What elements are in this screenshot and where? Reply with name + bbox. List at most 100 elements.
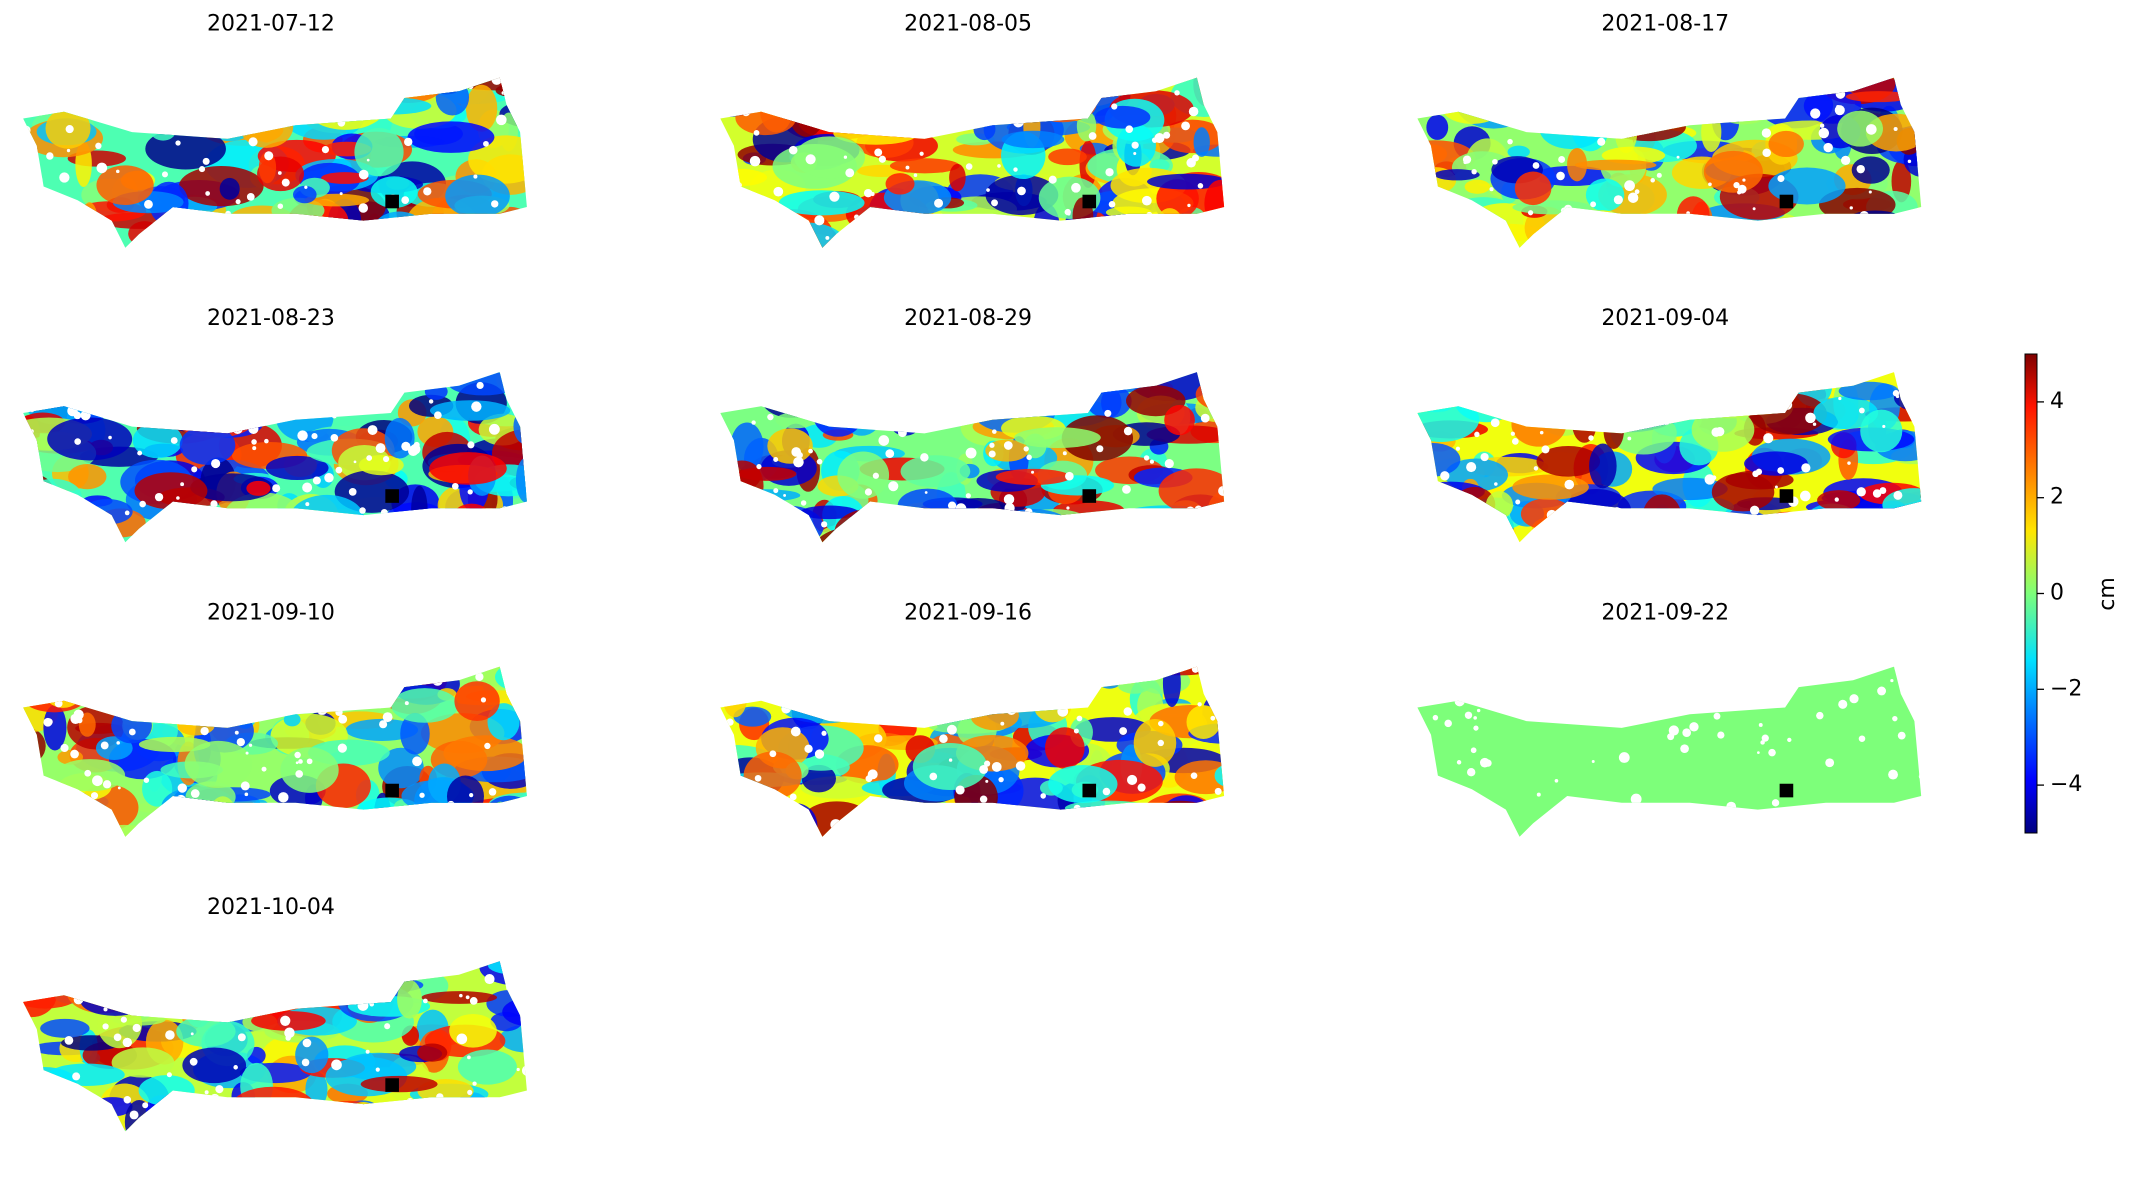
map-gap [1111,103,1118,110]
colorbar-body [2024,353,2038,834]
map-patch [179,425,236,465]
map-patch [794,136,865,179]
map-gap [1879,487,1887,494]
map-patch [39,1102,110,1132]
colorbar-tick-label: 0 [2050,581,2064,606]
map-gap [878,155,886,163]
map-patch [914,826,949,837]
map-patch [1803,503,1861,543]
map-gap [1096,445,1104,453]
panel-title: 2021-08-05 [904,12,1032,37]
map-patch [1133,718,1177,767]
map-patch [1087,372,1152,381]
map-gap [52,1126,57,1131]
map-patch [513,408,527,445]
map-gap [244,969,250,975]
map-gap [860,697,869,705]
map-gap [202,157,210,165]
map-patch [887,372,972,405]
map-gap [1503,390,1513,399]
map-gap [1726,686,1732,692]
map-gap [55,838,65,848]
map-gap [773,186,784,197]
map-gap [142,1102,149,1109]
map-gap [1088,132,1097,140]
map-patch [1581,87,1608,123]
map-patch [1607,516,1671,543]
map-patch [731,207,762,226]
map-gap [1419,442,1423,446]
map-gap [975,835,981,837]
map-gap [491,200,499,208]
map-gap [198,699,209,709]
map-patch [429,400,511,421]
map-gap [1197,183,1204,189]
map-patch [372,223,417,244]
map-patch [27,527,70,543]
map-gap [1062,451,1067,456]
map-gap [1624,180,1635,192]
map-patch [240,1062,273,1110]
map-gap [1466,462,1477,473]
map-gap [1006,704,1017,715]
map-gap [246,192,255,201]
map-patch [1520,498,1573,530]
map-patch [1882,488,1922,522]
map-patch [269,829,348,837]
map-gap [277,203,284,209]
map-gap [468,225,475,232]
map-gap [1662,418,1670,426]
map-patch [925,234,985,248]
map-gap [428,399,434,404]
map-gap [1073,804,1081,812]
map-patch [1738,532,1788,543]
map-gap [919,151,924,156]
map-gap [847,827,855,835]
map-gap [1008,407,1017,416]
map-patch [320,509,365,543]
map-gap [1104,409,1112,417]
map-gap [353,460,357,464]
map-patch [722,678,748,718]
map-patch [720,479,740,526]
map-patch [134,472,208,510]
map-gap [252,446,257,451]
map-gap [1043,399,1047,403]
map-gap [998,776,1004,783]
map-gap [1597,137,1606,146]
map-patch [1585,372,1612,390]
map-patch [23,813,53,837]
map-patch [31,1079,63,1102]
map-gap [139,500,146,508]
map-patch [515,457,527,503]
map-gap [60,1116,71,1127]
map-patch [1194,217,1225,232]
map-patch [1578,397,1665,429]
map-patch [992,521,1067,543]
map-gap [1541,445,1550,454]
map-gap [190,789,200,798]
map-patch [1568,77,1590,95]
map-gap [465,995,470,1000]
map-patch [280,747,339,793]
map-gap [991,761,1002,772]
map-gap [953,390,959,395]
map-gap [995,768,999,772]
map-gap [1756,108,1768,120]
map-gap [472,1081,477,1086]
map-gap [90,792,99,800]
map-patch [337,230,376,248]
map-gap [1003,441,1013,450]
map-gap [1752,207,1756,211]
map-gap [888,481,899,492]
map-patch [1204,179,1225,228]
map-gap [34,175,43,184]
map-patch [1535,528,1574,543]
map-patch [132,422,183,459]
map-patch [801,764,836,793]
map-gap [1096,88,1103,94]
map-patch [843,77,889,106]
map-patch [1020,817,1052,837]
map-gap [1144,379,1152,387]
map-gap [302,1038,312,1048]
